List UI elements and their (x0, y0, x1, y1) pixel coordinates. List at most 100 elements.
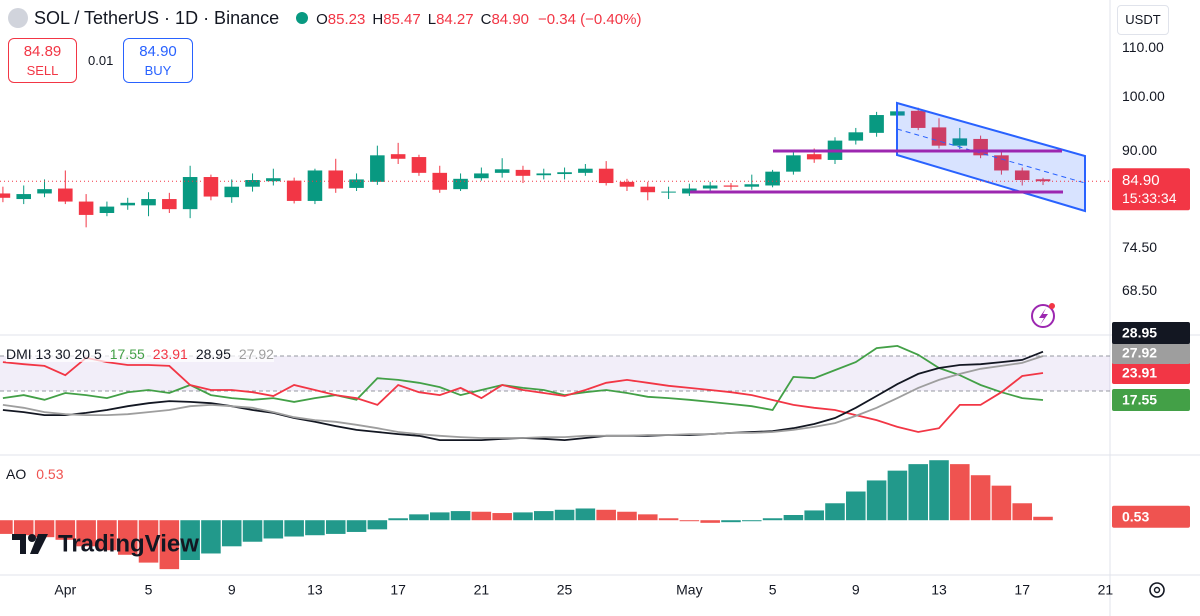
x-tick-label: 5 (145, 582, 153, 598)
y-tick-label: 74.50 (1122, 239, 1157, 255)
indicator-line (2, 355, 1044, 439)
settings-button[interactable] (1149, 582, 1165, 598)
ohlc-legend: O85.23 H85.47 L84.27 C84.90 (316, 11, 529, 28)
histogram-bar (658, 518, 679, 521)
histogram-bar (596, 509, 616, 521)
histogram-bar (76, 520, 96, 547)
x-tick-label: Apr (54, 582, 76, 598)
icon-ring (1031, 304, 1055, 328)
indicator-value: 27.92 (238, 346, 274, 362)
candle-body (453, 178, 468, 190)
drawings (690, 101, 1086, 213)
indicator-value: 17.55 (109, 346, 145, 362)
histogram-bar (284, 520, 304, 537)
value-tag-bg (1112, 322, 1190, 345)
candle-body (224, 186, 240, 198)
y-tick-label: 100.00 (1122, 88, 1165, 104)
countdown: 15:33:34 (1122, 190, 1177, 206)
histogram-bar (554, 509, 575, 521)
histogram-bar (513, 512, 533, 521)
symbol-title[interactable]: SOL / TetherUS · 1D · Binance (34, 8, 280, 28)
indicator-title[interactable]: AO (6, 466, 27, 482)
histogram-bar (221, 520, 242, 547)
watermark: TradingView (58, 530, 199, 557)
histogram-bar (929, 460, 949, 521)
symbol-header: SOL / TetherUS · 1D · Binance O85.23 H85.… (8, 7, 641, 31)
spread: 0.01 (88, 53, 114, 68)
histogram-bar (991, 485, 1012, 521)
price-pane (0, 106, 1051, 228)
ao-legend: AO 0.53 (6, 466, 63, 482)
candle-body (245, 180, 260, 187)
candle-body (1014, 170, 1030, 181)
histogram-bar (700, 520, 720, 523)
candle-body (78, 201, 94, 215)
histogram-bar (908, 464, 928, 521)
histogram-bar (742, 520, 762, 522)
value-tag-bg (1112, 342, 1190, 365)
ohlc-key: H (372, 11, 384, 28)
sell-button[interactable]: 84.89 SELL (8, 38, 77, 83)
value-tag: 28.95 (1122, 325, 1157, 341)
value-tag: 27.92 (1122, 345, 1157, 361)
candle-body (723, 185, 739, 187)
candle-body (266, 178, 281, 182)
candle-body (661, 191, 676, 193)
histogram-bar (159, 520, 180, 570)
candle-body (557, 172, 572, 175)
candle-body (1035, 179, 1051, 182)
icon-dot (1049, 303, 1055, 309)
value-tag-bg (1112, 362, 1190, 385)
candle-body (286, 180, 302, 201)
histogram-bar (367, 520, 388, 530)
candle-body (515, 169, 531, 176)
indicator-value: 23.91 (152, 346, 188, 362)
ohlc-value: 84.27 (436, 11, 474, 28)
candle-body (619, 181, 635, 187)
candle-body (37, 189, 52, 194)
lightning-icon[interactable] (1031, 303, 1055, 328)
histogram-bar (783, 515, 804, 521)
histogram-bar (242, 520, 263, 542)
watermark-logo (12, 534, 48, 554)
candle-body (99, 206, 115, 213)
x-tick-label: 9 (852, 582, 860, 598)
x-tick-label: 25 (557, 582, 573, 598)
value-tag: 17.55 (1122, 392, 1157, 408)
candle-body (682, 188, 697, 194)
last-price-tag (1112, 168, 1190, 211)
y-tick-label: 68.50 (1122, 282, 1157, 298)
x-tick-label: 9 (228, 582, 236, 598)
last-price: 84.90 (1122, 172, 1160, 189)
indicator-value: 28.95 (195, 346, 231, 362)
candle-body (786, 155, 801, 172)
ohlc-key: L (427, 11, 437, 28)
buy-button[interactable]: 84.90 BUY (123, 38, 193, 83)
candle-body (994, 155, 1009, 171)
candle-body (411, 157, 427, 173)
histogram-bar (305, 520, 325, 536)
histogram-bar (97, 520, 117, 551)
candle-body (765, 171, 780, 186)
buy-price: 84.90 (139, 43, 177, 60)
x-tick-label: 13 (931, 582, 947, 598)
histogram-bar (533, 511, 554, 521)
channel (896, 101, 1086, 213)
x-tick-label: 13 (307, 582, 323, 598)
candle-body (536, 173, 552, 176)
market-status[interactable] (296, 12, 309, 24)
dmi-pane (2, 344, 1044, 442)
candle-body (16, 194, 31, 200)
histogram-bar (970, 475, 991, 521)
histogram-bar (638, 514, 658, 521)
value-tag: 23.91 (1122, 365, 1157, 381)
candle-body (370, 155, 385, 182)
currency-button[interactable]: USDT (1117, 5, 1169, 35)
histogram-bar (1012, 503, 1032, 521)
histogram-bar (34, 520, 55, 538)
histogram-bar (617, 511, 637, 521)
candle-body (182, 177, 198, 210)
indicator-value: 0.53 (36, 466, 64, 482)
indicator-title[interactable]: DMI 13 30 20 5 (6, 346, 102, 362)
